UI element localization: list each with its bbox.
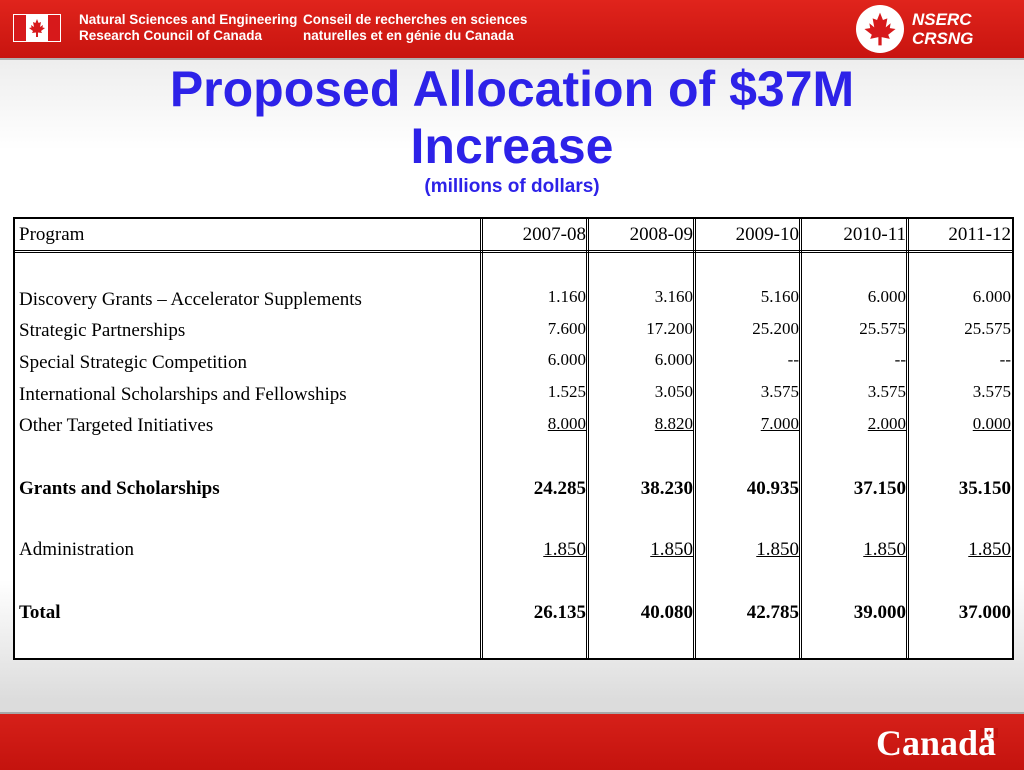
table-cell: 17.200 <box>646 319 693 338</box>
table-cell: 6.000 <box>547 350 586 369</box>
table-cell: 6.000 <box>867 287 906 306</box>
table-cell: 6.000 <box>654 350 693 369</box>
header-year: 2011-12 <box>948 224 1011 245</box>
column-2008-09 <box>589 219 696 658</box>
table-cell: 26.135 <box>533 602 586 623</box>
table-cell: -- <box>999 350 1011 369</box>
table-cell: 7.000 <box>760 414 799 433</box>
table-cell: 8.000 <box>547 414 586 433</box>
table-cell: 3.575 <box>867 382 906 401</box>
table-cell: 3.575 <box>760 382 799 401</box>
table-cell: 5.160 <box>760 287 799 306</box>
logo-line2: CRSNG <box>912 29 974 48</box>
table-cell: 1.850 <box>756 539 799 560</box>
header-year: 2010-11 <box>843 224 906 245</box>
column-2009-10 <box>696 219 802 658</box>
header-year: 2008-09 <box>629 224 693 245</box>
logo-line1: NSERC <box>912 10 972 29</box>
table-cell: 38.230 <box>640 478 693 499</box>
table-cell: 1.850 <box>968 539 1011 560</box>
column-2007-08 <box>483 219 589 658</box>
column-2010-11 <box>802 219 909 658</box>
slide-title: Proposed Allocation of $37M Increase (mi… <box>0 60 1024 199</box>
agency-name-english: Natural Sciences and Engineering Researc… <box>79 12 297 44</box>
canada-wordmark: Canadä <box>875 723 996 763</box>
table-cell: 40.935 <box>746 478 799 499</box>
table-cell: 25.575 <box>859 319 906 338</box>
agency-fr-line1: Conseil de recherches en sciences <box>303 12 528 27</box>
maple-leaf-icon <box>856 5 904 53</box>
agency-en-line2: Research Council of Canada <box>79 28 263 43</box>
table-cell: 0.000 <box>972 414 1011 433</box>
table-cell: 39.000 <box>853 602 906 623</box>
canada-flag-icon <box>13 14 61 42</box>
table-cell: 7.600 <box>547 319 586 338</box>
table-cell: 6.000 <box>972 287 1011 306</box>
table-cell: 25.575 <box>964 319 1011 338</box>
title-line2: Increase <box>410 118 614 174</box>
canada-wordmark-flag-icon <box>980 728 998 738</box>
table-cell: 1.525 <box>547 382 586 401</box>
table-cell: -- <box>894 350 906 369</box>
agency-fr-line2: naturelles et en génie du Canada <box>303 28 514 43</box>
column-2011-12 <box>909 219 1014 658</box>
column-program <box>15 219 483 658</box>
row-label: Other Targeted Initiatives <box>19 415 214 436</box>
table-cell: 3.050 <box>654 382 693 401</box>
header-year: 2007-08 <box>522 224 586 245</box>
table-cell: -- <box>787 350 799 369</box>
nserc-logo-text: NSERC CRSNG <box>912 10 973 48</box>
table-cell: 1.850 <box>863 539 906 560</box>
table-cell: 3.575 <box>972 382 1011 401</box>
title-line1: Proposed Allocation of $37M <box>169 61 855 117</box>
table-cell: 35.150 <box>958 478 1011 499</box>
header-bar: Natural Sciences and Engineering Researc… <box>0 0 1024 60</box>
table-cell: 37.000 <box>958 602 1011 623</box>
header-program: Program <box>19 224 85 245</box>
row-label: Strategic Partnerships <box>19 320 186 341</box>
table-cell: 25.200 <box>752 319 799 338</box>
table-cell: 24.285 <box>533 478 586 499</box>
table-cell: 1.850 <box>650 539 693 560</box>
agency-name-french: Conseil de recherches en sciences nature… <box>303 12 527 44</box>
table-cell: 8.820 <box>654 414 693 433</box>
table-cell: 2.000 <box>867 414 906 433</box>
row-label: Special Strategic Competition <box>19 352 247 373</box>
table-cell: 37.150 <box>853 478 906 499</box>
header-divider <box>15 250 1012 253</box>
table-cell: 40.080 <box>640 602 693 623</box>
footer-bar: Canadä <box>0 712 1024 770</box>
title-subtitle: (millions of dollars) <box>424 176 600 197</box>
table-cell: 3.160 <box>654 287 693 306</box>
allocation-table: Program 2007-08 2008-09 2009-10 2010-11 … <box>13 217 1014 660</box>
table-cell: 42.785 <box>746 602 799 623</box>
row-label: Discovery Grants – Accelerator Supplemen… <box>19 289 362 310</box>
row-label: Grants and Scholarships <box>19 478 220 499</box>
row-label: Administration <box>19 539 135 560</box>
row-label: Total <box>19 602 61 623</box>
header-year: 2009-10 <box>735 224 799 245</box>
table-cell: 1.850 <box>543 539 586 560</box>
agency-en-line1: Natural Sciences and Engineering <box>79 12 298 27</box>
table-cell: 1.160 <box>547 287 586 306</box>
row-label: International Scholarships and Fellowshi… <box>19 384 347 405</box>
